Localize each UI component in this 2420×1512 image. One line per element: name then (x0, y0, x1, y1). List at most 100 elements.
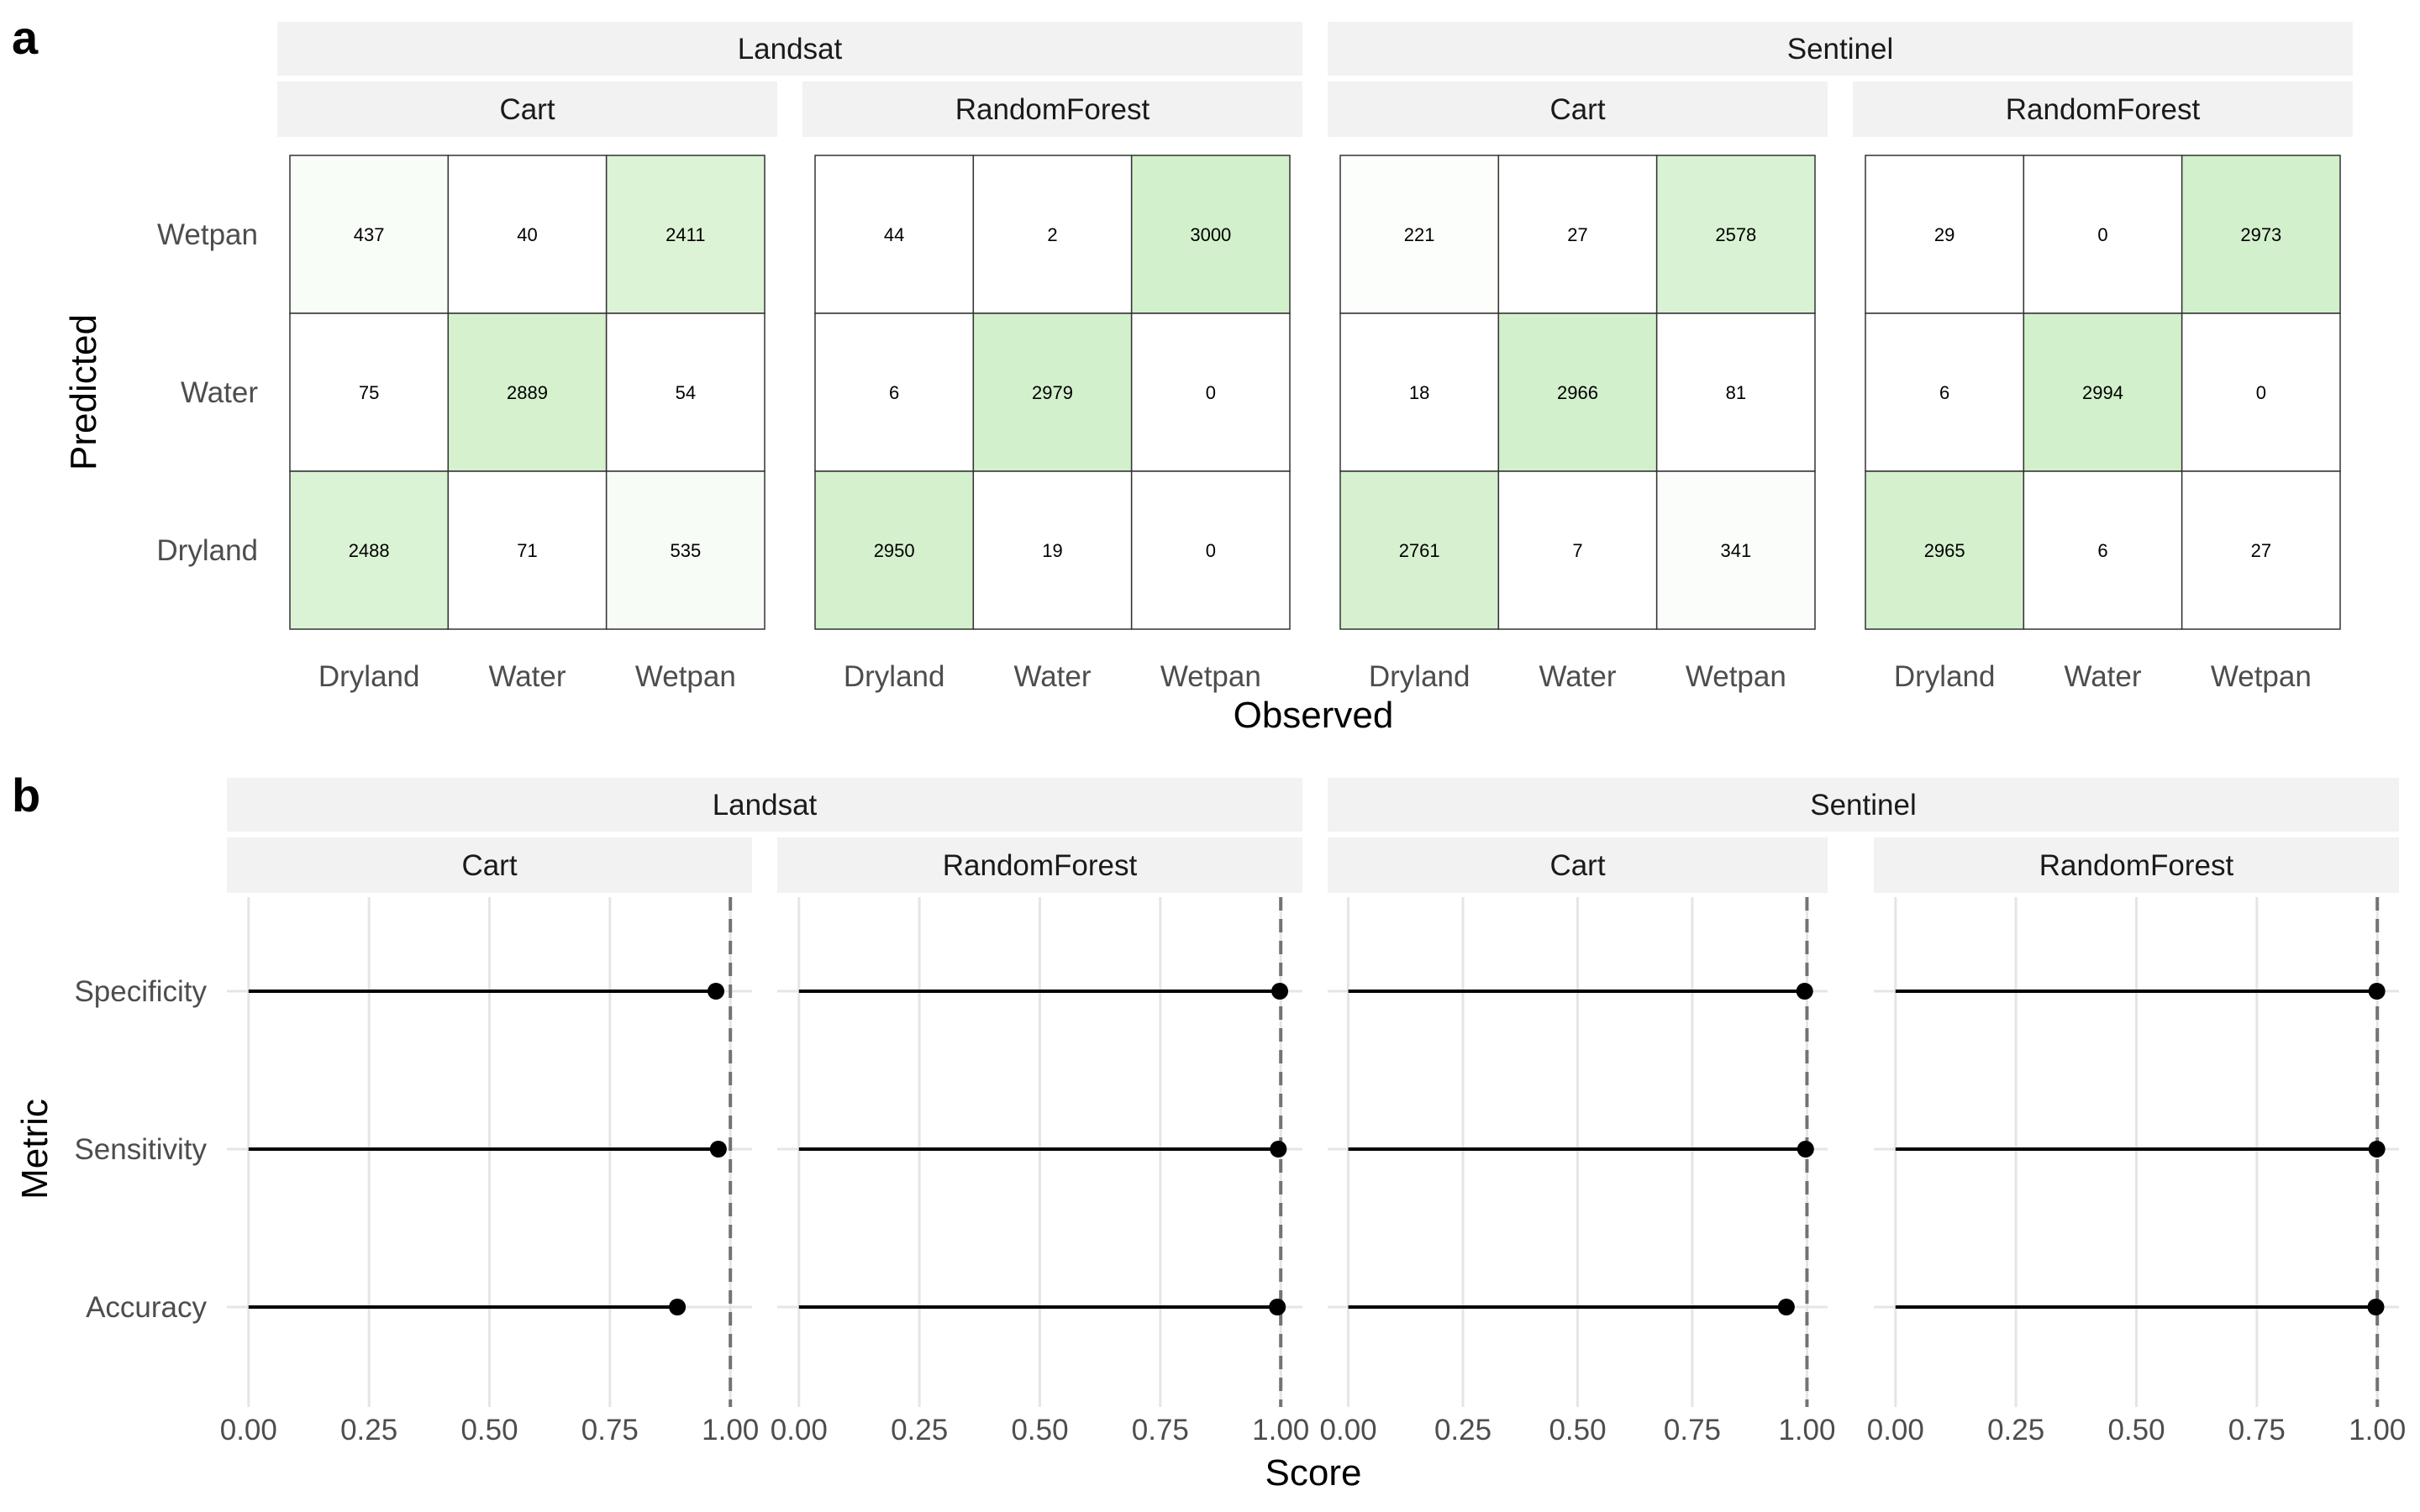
heatmap-cell-value: 2965 (1924, 540, 1965, 561)
lollipop-x-tick-label: 1.00 (2349, 1414, 2406, 1446)
lollipop-point (709, 1141, 727, 1158)
heatmap-panel-strip (1328, 81, 1828, 137)
heatmap-cell (2023, 312, 2183, 472)
lollipop-point (1797, 1141, 1814, 1158)
heatmap-x-tick-label: Water (1013, 660, 1091, 693)
heatmap-cell-value: 0 (1206, 540, 1216, 561)
lollipop-panel-label: RandomForest (2039, 849, 2234, 882)
lollipop-x-tick-label: 1.00 (702, 1414, 759, 1446)
heatmap-panel-strip (1853, 81, 2353, 137)
lollipop-point (1270, 1141, 1287, 1158)
heatmap-y-tick-label: Dryland (156, 534, 258, 567)
heatmap-cell (814, 155, 975, 314)
heatmap-group-label: Landsat (738, 33, 843, 66)
lollipop-x-tick-label: 0.25 (1987, 1414, 2044, 1446)
lollipop-group-strip (1328, 778, 2399, 832)
lollipop-x-tick-label: 0.25 (891, 1414, 948, 1446)
heatmap-cell-value: 2411 (666, 224, 705, 245)
heatmap-cell-value: 2994 (2082, 382, 2123, 403)
heatmap-cell-value: 19 (1042, 540, 1062, 561)
heatmap-cell-value: 2578 (1715, 224, 1756, 245)
panel-tag-a: a (12, 11, 39, 64)
heatmap-panel-label: RandomForest (2006, 93, 2201, 126)
lollipop-x-tick-label: 1.00 (1778, 1414, 1835, 1446)
lollipop-x-tick-label: 0.50 (2107, 1414, 2165, 1446)
heatmap-cell (447, 312, 608, 472)
heatmap-y-tick-label: Wetpan (157, 218, 258, 251)
lollipop-x-tick-label: 0.00 (771, 1414, 828, 1446)
heatmap-cell-value: 2979 (1032, 382, 1073, 403)
lollipop-panel-label: Cart (1549, 849, 1605, 882)
lollipop-point (2368, 983, 2386, 1000)
lollipop-x-tick-label: 0.75 (2228, 1414, 2286, 1446)
heatmap-cell-value: 7 (1572, 540, 1582, 561)
heatmap-cell (447, 470, 608, 630)
heatmap-x-tick-label: Wetpan (2211, 660, 2312, 693)
lollipop-y-tick-label: Sensitivity (74, 1133, 207, 1166)
heatmap-cell-value: 221 (1404, 224, 1435, 245)
heatmap-cell-value: 0 (2256, 382, 2266, 403)
heatmap-cell-value: 437 (354, 224, 385, 245)
heatmap-cell-value: 3000 (1190, 224, 1231, 245)
heatmap-x-tick-label: Wetpan (1160, 660, 1261, 693)
lollipop-point (1796, 983, 1813, 1000)
lollipop-x-tick-label: 0.50 (460, 1414, 518, 1446)
lollipop-point (2367, 1299, 2385, 1315)
heatmap-group-strip (277, 22, 1302, 76)
heatmap-cell (1497, 470, 1658, 630)
heatmap-cell-value: 341 (1720, 540, 1751, 561)
heatmap-cell-value: 2889 (507, 382, 548, 403)
heatmap-cell (1130, 155, 1291, 314)
heatmap-cell (814, 470, 975, 630)
heatmap-cell (1497, 155, 1658, 314)
heatmap-cell-value: 535 (670, 540, 701, 561)
heatmap-cell (1497, 312, 1658, 472)
heatmap-cell (1655, 312, 1816, 472)
heatmap-cell-value: 2973 (2240, 224, 2281, 245)
heatmap-cell (814, 312, 975, 472)
lollipop-point (669, 1299, 687, 1315)
lollipop-point (1271, 983, 1289, 1000)
heatmap-x-tick-label: Dryland (1369, 660, 1470, 693)
lollipop-x-tick-label: 0.25 (1434, 1414, 1491, 1446)
heatmap-cell-value: 0 (1206, 382, 1216, 403)
heatmap-panel-label: Cart (499, 93, 555, 126)
lollipop-panel-strip (1328, 837, 1828, 893)
lollipop-point (1777, 1299, 1795, 1315)
heatmap-cell (1130, 470, 1291, 630)
heatmap-cell-value: 2 (1047, 224, 1057, 245)
heatmap-cell (605, 155, 765, 314)
heatmap-cell-value: 81 (1726, 382, 1746, 403)
lollipop-x-tick-label: 0.50 (1549, 1414, 1606, 1446)
heatmap-x-tick-label: Wetpan (635, 660, 736, 693)
lollipop-x-tick-label: 0.75 (581, 1414, 639, 1446)
heatmap-cell-value: 6 (889, 382, 899, 403)
heatmap-cell (972, 312, 1133, 472)
lollipop-group-label: Landsat (713, 789, 818, 822)
heatmap-cell (605, 470, 765, 630)
heatmap-group-strip (1328, 22, 2353, 76)
heatmap-cell (605, 312, 765, 472)
heatmap-cell (1339, 470, 1500, 630)
heatmap-cell (2181, 312, 2341, 472)
heatmap-group-label: Sentinel (1787, 33, 1893, 66)
metric-lollipop-figure: Landsat Cart 0.00 0.25 0.50 0.75 1.00 RandomFor… (74, 778, 2406, 1446)
heatmap-y-axis-title: Predicted (63, 314, 104, 470)
lollipop-panel-strip (777, 837, 1302, 893)
lollipop-panel-label: RandomForest (943, 849, 1138, 882)
heatmap-cell (1865, 470, 2025, 630)
lollipop-group-strip (227, 778, 1302, 832)
heatmap-cell (289, 312, 450, 472)
lollipop-x-tick-label: 0.00 (1320, 1414, 1377, 1446)
heatmap-cell-value: 27 (1567, 224, 1587, 245)
heatmap-panel-strip (277, 81, 777, 137)
heatmap-x-tick-label: Water (2064, 660, 2141, 693)
heatmap-cell-value: 27 (2251, 540, 2271, 561)
lollipop-y-tick-label: Specificity (74, 975, 207, 1008)
lollipop-x-tick-label: 0.25 (340, 1414, 397, 1446)
heatmap-cell (1655, 470, 1816, 630)
lollipop-point (707, 983, 724, 1000)
heatmap-cell-value: 18 (1409, 382, 1429, 403)
heatmap-cell-value: 6 (2097, 540, 2107, 561)
heatmap-x-tick-label: Water (1539, 660, 1616, 693)
